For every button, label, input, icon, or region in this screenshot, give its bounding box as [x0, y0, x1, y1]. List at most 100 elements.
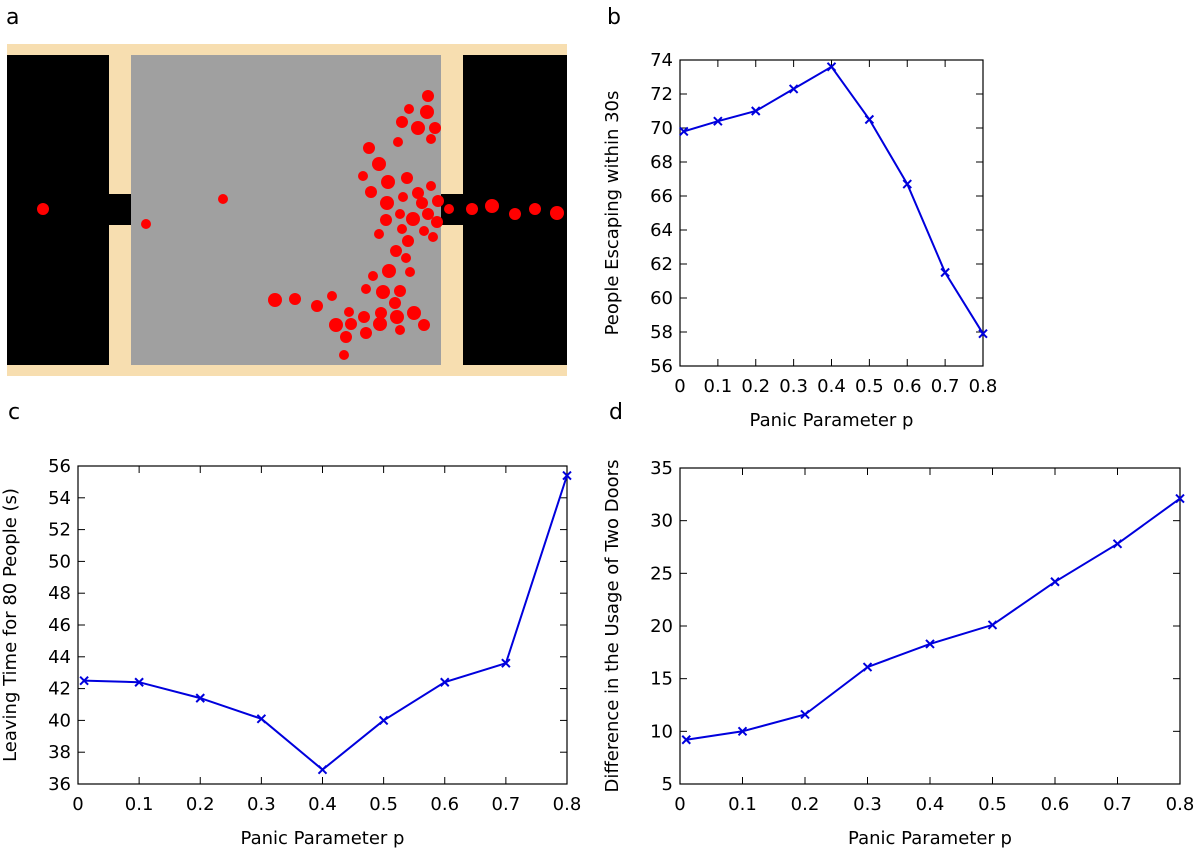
person-53: [360, 327, 372, 339]
person-38: [376, 285, 390, 299]
people-layer: [37, 90, 564, 360]
series-line-c: [84, 475, 568, 771]
y-tick-label: 60: [650, 288, 673, 309]
x-tick-label: 0.1: [125, 794, 154, 815]
person-39: [394, 285, 406, 297]
data-point-b-6: [902, 179, 912, 189]
panel-letter-a: a: [6, 5, 19, 30]
data-point-d-8: [1175, 493, 1185, 504]
x-tick-label: 0.8: [969, 376, 998, 397]
x-tick-label: 0.1: [704, 376, 733, 397]
y-tick-label: 70: [650, 118, 673, 139]
person-64: [550, 206, 564, 220]
data-point-d-7: [1112, 539, 1123, 549]
x-tick-label: 0.3: [779, 376, 808, 397]
person-24: [380, 214, 392, 226]
y-tick-label: 5: [662, 774, 673, 795]
person-18: [412, 187, 424, 199]
x-ticks-c: 0 0.1 0.2 0.3 0.4 0.5 0.6 0.7 0.8: [72, 466, 581, 815]
x-tick-label: 0.5: [369, 794, 398, 815]
y-tick-label: 68: [650, 152, 673, 173]
data-point-c-6: [440, 677, 450, 687]
plot-frame-b: [679, 59, 984, 367]
person-21: [416, 197, 428, 209]
person-31: [428, 232, 438, 242]
person-54: [373, 317, 387, 331]
person-42: [268, 293, 282, 307]
y-tick-label: 54: [48, 488, 71, 509]
y-tick-label: 58: [650, 322, 673, 343]
person-36: [368, 271, 378, 281]
person-16: [426, 181, 436, 191]
y-tick-label: 25: [650, 563, 673, 584]
person-2: [218, 194, 228, 204]
leaving-time-chart: 0 0.1 0.2 0.3 0.4 0.5 0.6 0.7 0.8 36 38 40 42 44 46 48 5…: [0, 456, 581, 849]
person-20: [380, 196, 394, 210]
series-line-d: [686, 497, 1181, 741]
y-tick-label: 62: [650, 254, 673, 275]
person-7: [411, 121, 425, 135]
y-axis-label-d: Difference in the Usage of Two Doors: [602, 460, 623, 793]
y-tick-label: 20: [650, 616, 673, 637]
plot-frame-c: [77, 465, 568, 785]
x-tick-label: 0.7: [1103, 794, 1132, 815]
panel-letter-c: c: [8, 400, 20, 425]
left-door-corridor: [109, 194, 131, 225]
x-tick-label: 0.2: [741, 376, 770, 397]
person-15: [401, 172, 413, 184]
data-point-b-0: [679, 126, 689, 137]
data-point-b-1: [713, 116, 723, 126]
data-point-b-5: [864, 114, 875, 125]
y-tick-label: 42: [48, 679, 71, 700]
data-point-c-8: [562, 470, 572, 481]
x-tick-label: 0.2: [186, 794, 215, 815]
person-55: [395, 325, 405, 335]
person-13: [358, 171, 368, 181]
x-ticks-d: 0 0.1 0.2 0.3 0.4 0.5 0.6 0.7 0.8: [674, 468, 1194, 815]
person-22: [432, 195, 444, 207]
y-tick-label: 40: [48, 710, 71, 731]
y-ticks-c: 36 38 40 42 44 46 48 50 52 54 56: [48, 456, 567, 795]
y-tick-label: 38: [48, 742, 71, 763]
x-tick-label: 0.5: [978, 794, 1007, 815]
person-63: [529, 203, 541, 215]
data-point-b-8: [978, 328, 988, 339]
data-point-c-5: [378, 715, 389, 726]
person-44: [311, 300, 323, 312]
x-tick-label: 0.2: [791, 794, 820, 815]
x-tick-label: 0.7: [492, 794, 521, 815]
person-8: [429, 122, 441, 134]
person-23: [395, 209, 405, 219]
person-5: [420, 105, 434, 119]
person-57: [340, 331, 352, 343]
y-tick-label: 44: [48, 647, 71, 668]
markers-b: [679, 62, 988, 339]
person-3: [422, 90, 434, 102]
y-tick-label: 64: [650, 220, 673, 241]
x-tick-label: 0.3: [853, 794, 882, 815]
person-0: [37, 203, 49, 215]
data-point-c-1: [134, 677, 144, 687]
y-tick-label: 72: [650, 84, 673, 105]
data-point-d-3: [862, 662, 873, 672]
markers-c: [79, 470, 572, 775]
y-ticks-d: 5 10 15 20 25 30 35: [650, 458, 1180, 795]
person-35: [382, 264, 396, 278]
x-tick-label: 0.4: [817, 376, 846, 397]
person-34: [401, 253, 411, 263]
person-61: [485, 199, 499, 213]
x-tick-label: 0.1: [728, 794, 757, 815]
person-49: [390, 310, 404, 324]
person-6: [396, 116, 408, 128]
data-point-d-0: [681, 735, 691, 745]
person-27: [431, 216, 443, 228]
x-tick-label: 0.3: [247, 794, 276, 815]
x-tick-label: 0.5: [855, 376, 884, 397]
person-58: [339, 350, 349, 360]
series-line-b: [683, 65, 984, 335]
y-tick-label: 35: [650, 458, 673, 479]
y-tick-label: 10: [650, 721, 673, 742]
y-axis-label-b: People Escaping within 30s: [602, 91, 623, 336]
y-tick-label: 50: [48, 551, 71, 572]
